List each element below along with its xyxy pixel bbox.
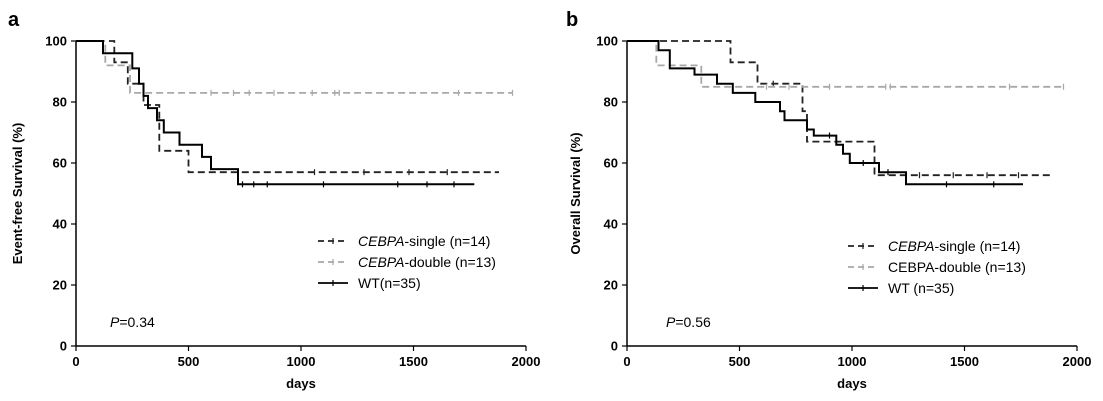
series-line-0 xyxy=(627,40,1050,177)
y-tick-label: 80 xyxy=(53,95,67,110)
x-tick-label: 1500 xyxy=(399,354,428,369)
legend-entry-0: CEBPA-single (n=14) xyxy=(358,233,490,249)
y-tick-label: 100 xyxy=(45,34,67,49)
y-tick-label: 0 xyxy=(611,339,618,354)
legend-entry-italic: CEBPA xyxy=(358,233,404,249)
legend-entry-text: -single (n=14) xyxy=(404,233,490,249)
legend-entry-italic: CEBPA xyxy=(888,238,934,254)
legend-entry-text: -single (n=14) xyxy=(934,238,1020,254)
p-value-symbol: P xyxy=(110,314,120,330)
p-value-annotation: P=0.34 xyxy=(110,314,155,330)
y-tick-label: 0 xyxy=(60,339,67,354)
legend-entry-1: CEBPA-double (n=13) xyxy=(888,259,1026,275)
y-axis-label: Overall Survival (%) xyxy=(568,132,583,254)
x-tick-label: 1000 xyxy=(838,354,867,369)
y-tick-label: 40 xyxy=(604,217,618,232)
panel-letter: a xyxy=(8,9,20,31)
y-tick-label: 100 xyxy=(596,34,618,49)
p-value-number: =0.56 xyxy=(675,314,711,330)
legend-entry-0: CEBPA-single (n=14) xyxy=(888,238,1020,254)
y-tick-label: 60 xyxy=(604,156,618,171)
legend-entry-italic: CEBPA xyxy=(358,254,404,270)
y-tick-label: 80 xyxy=(604,95,618,110)
legend-entry-text: -double (n=13) xyxy=(404,254,495,270)
series-line-1 xyxy=(76,40,513,94)
legend-entry-text: WT (n=35) xyxy=(888,280,954,296)
x-tick-label: 2000 xyxy=(512,354,541,369)
legend-entry-2: WT (n=35) xyxy=(888,280,954,296)
series-line-0 xyxy=(76,40,499,174)
y-tick-label: 60 xyxy=(53,156,67,171)
series-line-2 xyxy=(627,40,1023,186)
y-tick-label: 40 xyxy=(53,217,67,232)
x-tick-label: 2000 xyxy=(1063,354,1092,369)
legend-entry-text: WT(n=35) xyxy=(358,275,421,291)
x-tick-label: 500 xyxy=(178,354,200,369)
y-axis-label: Event-free Survival (%) xyxy=(10,123,25,265)
x-tick-label: 0 xyxy=(72,354,79,369)
y-tick-label: 20 xyxy=(604,278,618,293)
p-value-number: =0.34 xyxy=(119,314,155,330)
series-line-2 xyxy=(76,40,475,186)
legend-entry-text: CEBPA-double (n=13) xyxy=(888,259,1026,275)
x-tick-label: 0 xyxy=(623,354,630,369)
x-axis-label: days xyxy=(837,376,867,391)
p-value-symbol: P xyxy=(666,314,676,330)
p-value-annotation: P=0.56 xyxy=(666,314,711,330)
legend-entry-1: CEBPA-double (n=13) xyxy=(358,254,496,270)
x-axis-label: days xyxy=(286,376,316,391)
series-line-1 xyxy=(627,40,1064,88)
x-tick-label: 1000 xyxy=(287,354,316,369)
y-tick-label: 20 xyxy=(53,278,67,293)
legend-entry-2: WT(n=35) xyxy=(358,275,421,291)
panel-letter: b xyxy=(566,9,578,31)
x-tick-label: 500 xyxy=(729,354,751,369)
x-tick-label: 1500 xyxy=(950,354,979,369)
